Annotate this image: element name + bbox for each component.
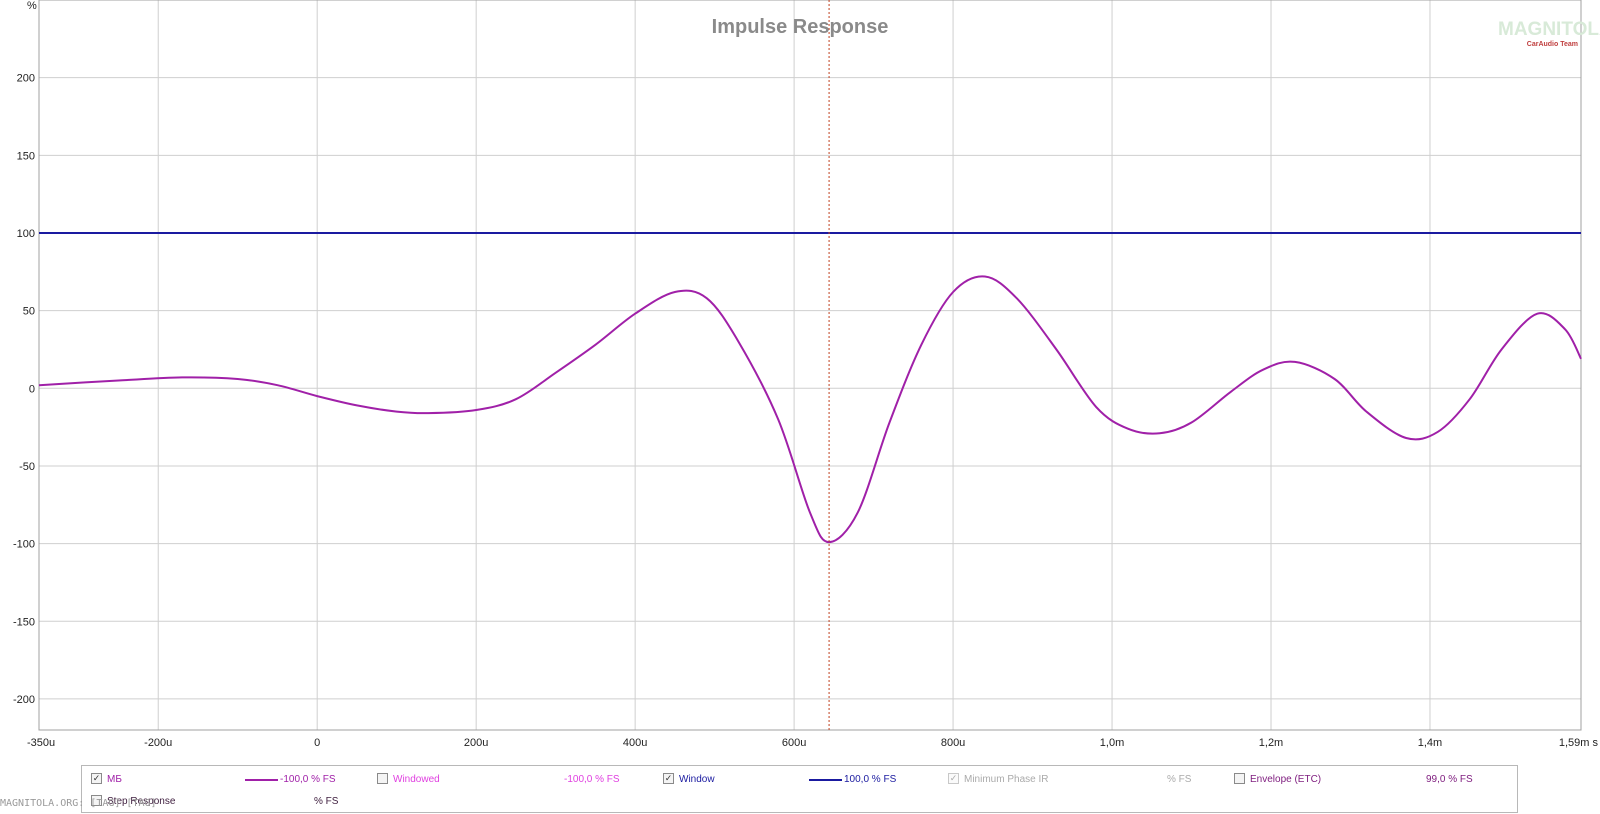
x-tick-label: -350u <box>27 737 55 749</box>
x-tick-labels: -350u -200u 0 200u 400u 600u 800u 1,0m 1,2m 1,4m 1… <box>27 737 1598 749</box>
x-tick-label: 800u <box>941 737 965 749</box>
y-tick-label: 50 <box>23 306 35 318</box>
y-tick-label: 100 <box>17 228 35 240</box>
x-tick-label: -200u <box>144 737 172 749</box>
windowed-checkbox[interactable] <box>377 773 388 784</box>
logo-subtitle: CarAudio Team <box>1526 41 1578 48</box>
y-tick-label: -200 <box>13 694 35 706</box>
min-phase-value: % FS <box>1167 774 1192 785</box>
envelope-checkbox[interactable] <box>1234 773 1245 784</box>
logo-word: MAGNITOLA <box>1498 19 1600 40</box>
x-tick-label: 200u <box>464 737 488 749</box>
grid-lines <box>38 0 1582 730</box>
y-tick-label: 0 <box>29 383 35 395</box>
x-tick-label: 600u <box>782 737 806 749</box>
min-phase-checkbox[interactable]: ✓ <box>948 773 959 784</box>
chart-title: Impulse Response <box>712 16 889 38</box>
impulse-response-chart: -350u -200u 0 200u 400u 600u 800u 1,0m 1,2m 1,4m 1… <box>13 0 1598 749</box>
envelope-label: Envelope (ETC) <box>1250 774 1322 785</box>
step-response-label: Step Response <box>107 796 176 807</box>
windowed-value: -100,0 % FS <box>564 774 620 785</box>
x-tick-label: 1,4m <box>1418 737 1442 749</box>
min-phase-label: Minimum Phase IR <box>964 774 1049 785</box>
legend-panel: ✓ МБ -100,0 % FS Windowed -100,0 % FS ✓ … <box>81 765 1518 813</box>
y-tick-label: -50 <box>19 461 35 473</box>
mb-value: -100,0 % FS <box>280 774 336 785</box>
window-label: Window <box>679 774 715 785</box>
step-response-checkbox[interactable] <box>91 795 102 806</box>
axes <box>38 0 1582 731</box>
y-axis-unit-label: % <box>27 0 37 12</box>
plot-frame <box>38 0 1582 731</box>
x-tick-label: 400u <box>623 737 647 749</box>
window-checkbox[interactable]: ✓ <box>663 773 674 784</box>
mb-checkbox[interactable]: ✓ <box>91 773 102 784</box>
x-tick-label: 1,59m s <box>1559 737 1599 749</box>
mb-swatch <box>245 779 278 781</box>
windowed-label: Windowed <box>393 774 440 785</box>
window-swatch <box>809 779 842 781</box>
x-tick-label: 1,2m <box>1259 737 1283 749</box>
x-tick-label: 1,0m <box>1100 737 1124 749</box>
y-tick-label: 150 <box>17 150 35 162</box>
series-lines <box>38 232 1582 544</box>
window-value: 100,0 % FS <box>844 774 897 785</box>
step-response-value: % FS <box>314 796 339 807</box>
y-tick-label: -100 <box>13 539 35 551</box>
series-line-мб <box>38 275 1582 544</box>
y-tick-label: 200 <box>17 73 35 85</box>
envelope-value: 99,0 % FS <box>1426 774 1473 785</box>
site-watermark: MAGNITOLA.ORG: [TAG] [TAG] <box>0 798 157 809</box>
x-tick-label: 0 <box>314 737 320 749</box>
mb-label: МБ <box>107 774 122 785</box>
y-tick-label: -150 <box>13 616 35 628</box>
magnitola-logo: MAGNITOLA CarAudio Team <box>1498 19 1600 52</box>
y-tick-labels: 200 150 100 50 0 -50 -100 -150 -200 <box>13 73 35 706</box>
